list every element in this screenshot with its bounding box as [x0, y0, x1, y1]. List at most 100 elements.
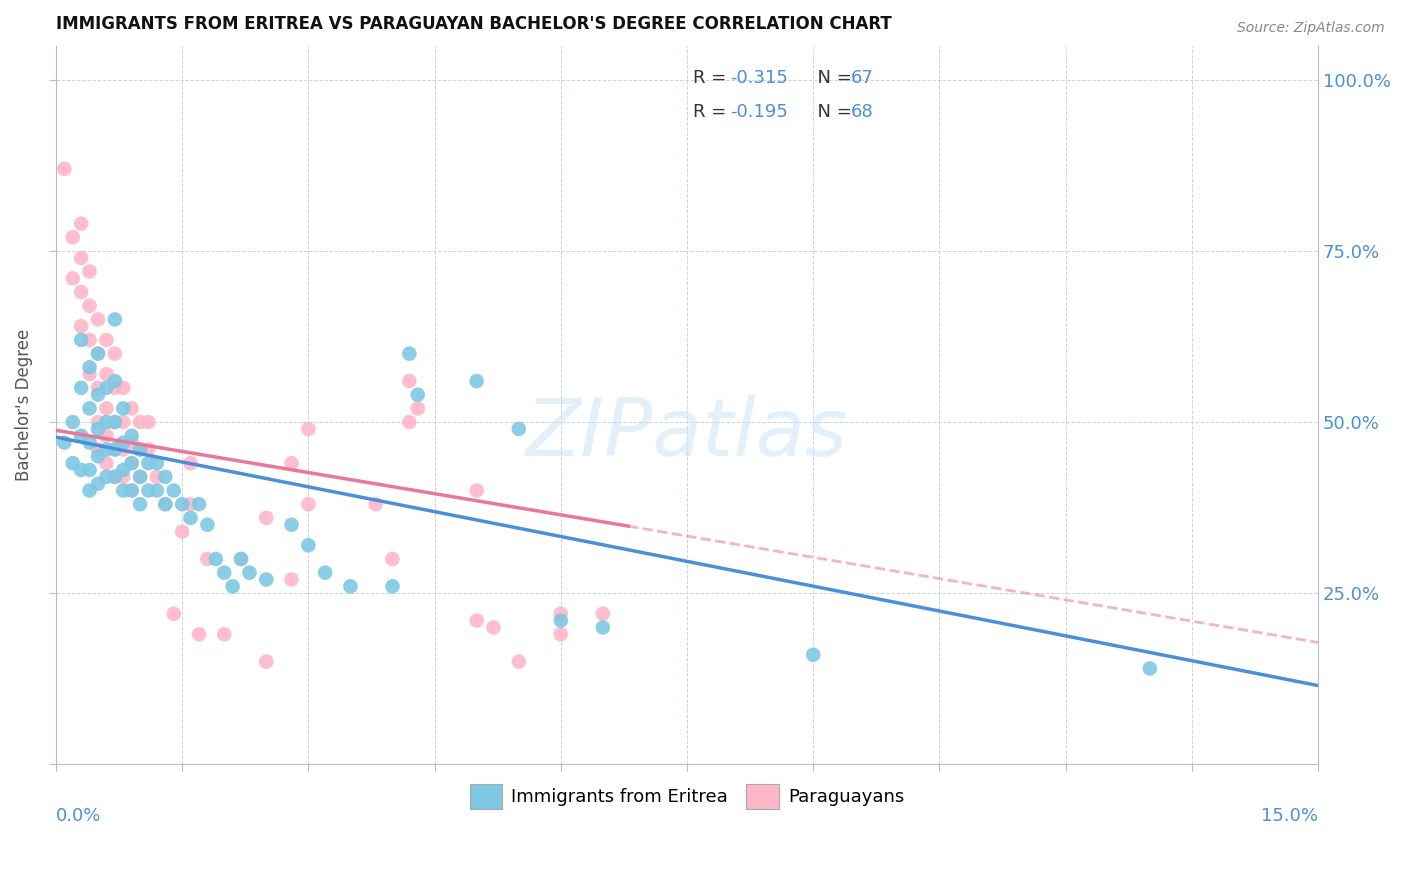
Point	[339, 579, 361, 593]
Point	[482, 620, 505, 634]
Point	[180, 497, 202, 511]
Point	[112, 442, 135, 457]
Point	[398, 415, 420, 429]
Text: -0.195: -0.195	[730, 103, 787, 120]
Point	[112, 483, 135, 498]
Point	[62, 271, 84, 285]
Point	[96, 470, 118, 484]
Point	[79, 360, 101, 375]
Point	[70, 285, 93, 299]
Point	[188, 497, 211, 511]
Text: -0.315: -0.315	[730, 69, 787, 87]
Point	[121, 456, 143, 470]
Point	[146, 483, 169, 498]
Point	[398, 346, 420, 360]
Point	[364, 497, 387, 511]
Point	[180, 456, 202, 470]
Point	[508, 422, 530, 436]
Point	[96, 429, 118, 443]
Point	[550, 607, 572, 621]
Point	[280, 573, 302, 587]
Point	[104, 442, 127, 457]
Point	[70, 463, 93, 477]
Point	[96, 415, 118, 429]
Point	[465, 614, 488, 628]
Point	[212, 566, 235, 580]
Point	[87, 450, 110, 464]
Point	[129, 497, 152, 511]
Y-axis label: Bachelor's Degree: Bachelor's Degree	[15, 329, 32, 481]
Text: 68: 68	[851, 103, 875, 120]
Point	[155, 470, 177, 484]
Point	[112, 401, 135, 416]
Point	[138, 442, 160, 457]
Point	[146, 470, 169, 484]
Point	[138, 415, 160, 429]
Point	[212, 627, 235, 641]
Point	[62, 230, 84, 244]
Point	[254, 511, 277, 525]
Point	[96, 442, 118, 457]
Text: ZIPatlas: ZIPatlas	[526, 395, 848, 473]
Point	[129, 470, 152, 484]
Point	[96, 381, 118, 395]
Point	[121, 483, 143, 498]
Point	[96, 456, 118, 470]
Point	[70, 381, 93, 395]
Point	[87, 442, 110, 457]
Point	[129, 415, 152, 429]
Point	[53, 435, 76, 450]
Point	[229, 552, 252, 566]
Point	[592, 607, 614, 621]
Point	[163, 607, 186, 621]
Point	[112, 415, 135, 429]
Point	[104, 470, 127, 484]
Point	[104, 442, 127, 457]
Point	[180, 511, 202, 525]
Point	[465, 374, 488, 388]
Point	[398, 374, 420, 388]
Point	[87, 346, 110, 360]
Point	[238, 566, 260, 580]
Point	[138, 483, 160, 498]
Point	[79, 483, 101, 498]
Point	[129, 470, 152, 484]
Text: N =: N =	[806, 69, 858, 87]
Text: R =: R =	[693, 103, 733, 120]
Point	[195, 552, 218, 566]
Point	[280, 456, 302, 470]
Point	[96, 367, 118, 381]
Point	[146, 456, 169, 470]
Point	[87, 415, 110, 429]
Point	[129, 442, 152, 457]
Point	[87, 381, 110, 395]
Point	[129, 442, 152, 457]
Point	[204, 552, 226, 566]
Point	[70, 429, 93, 443]
Point	[381, 552, 404, 566]
Point	[121, 401, 143, 416]
Point	[280, 517, 302, 532]
Point	[104, 374, 127, 388]
Point	[104, 470, 127, 484]
Point	[70, 319, 93, 334]
Point	[70, 251, 93, 265]
Point	[87, 346, 110, 360]
Point	[87, 476, 110, 491]
Point	[112, 470, 135, 484]
Point	[155, 497, 177, 511]
Point	[188, 627, 211, 641]
Point	[297, 538, 319, 552]
Text: N =: N =	[806, 103, 858, 120]
Point	[112, 381, 135, 395]
Point	[155, 497, 177, 511]
Point	[550, 614, 572, 628]
Legend: Immigrants from Eritrea, Paraguayans: Immigrants from Eritrea, Paraguayans	[463, 776, 911, 816]
Point	[121, 483, 143, 498]
Point	[112, 463, 135, 477]
Point	[121, 429, 143, 443]
Point	[138, 456, 160, 470]
Point	[79, 401, 101, 416]
Point	[121, 456, 143, 470]
Point	[96, 333, 118, 347]
